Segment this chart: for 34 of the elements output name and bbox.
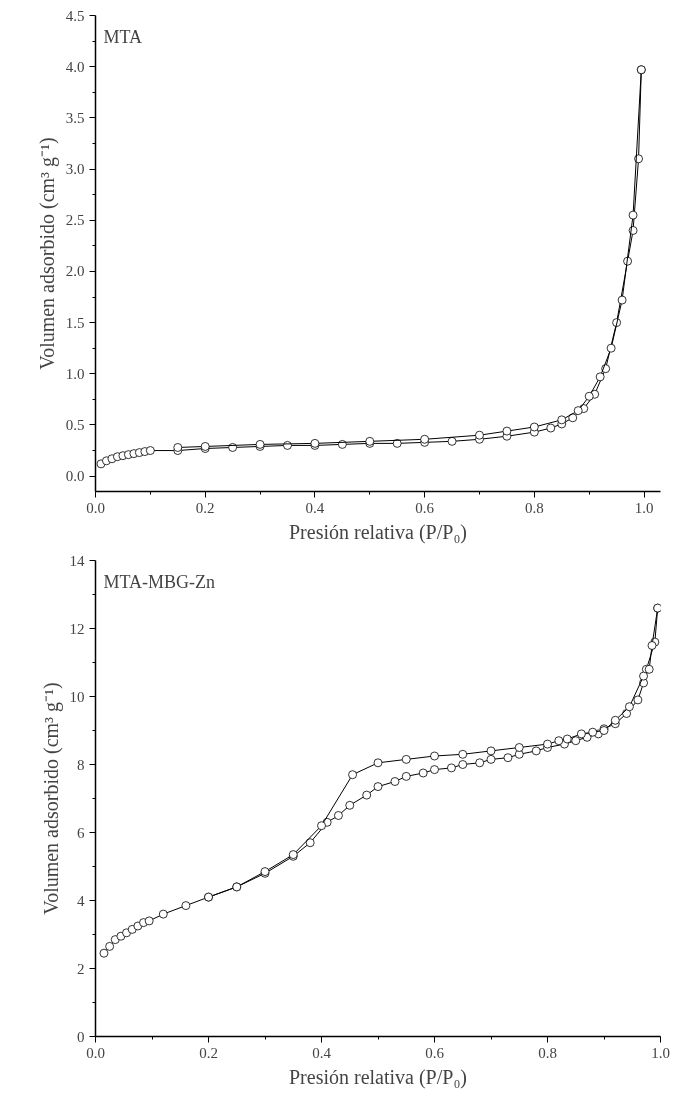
y-tick-label: 1.0 <box>65 365 85 382</box>
y-tick-label: 3.0 <box>65 161 85 178</box>
x-tick-label: 0.8 <box>538 1044 557 1061</box>
y-tick-label: 4.5 <box>65 7 85 24</box>
x-tick-label: 0.2 <box>195 499 215 516</box>
y-tick-label: 2.5 <box>65 212 85 229</box>
x-tick-label: 1.0 <box>651 1044 670 1061</box>
x-axis-title: Presión relativa (P/P₀) <box>288 520 468 544</box>
y-axis-title: Volumen adsorbido (cm³ g⁻¹) <box>39 682 63 915</box>
y-tick-label: 2 <box>77 960 85 977</box>
y-tick-label: 10 <box>69 688 85 705</box>
y-tick-label: 8 <box>77 756 85 773</box>
x-tick-label: 0.4 <box>312 1044 332 1061</box>
annotation: MTA <box>103 26 143 47</box>
y-axis-title: Volumen adsorbido (cm³ g⁻¹) <box>35 137 59 370</box>
x-axis-title: Presión relativa (P/P₀) <box>288 1065 468 1089</box>
x-tick-label: 1.0 <box>634 499 654 516</box>
y-tick-label: 1.5 <box>65 314 85 331</box>
annotation: MTA-MBG-Zn <box>103 571 216 592</box>
y-tick-label: 2.0 <box>65 263 85 280</box>
y-tick-label: 0.5 <box>65 416 85 433</box>
y-tick-label: 14 <box>69 552 85 569</box>
x-tick-label: 0.6 <box>425 1044 445 1061</box>
y-tick-label: 3.5 <box>65 109 85 126</box>
x-tick-label: 0.2 <box>199 1044 218 1061</box>
x-tick-label: 0.6 <box>415 499 435 516</box>
y-tick-label: 0.0 <box>65 468 85 485</box>
x-tick-label: 0.4 <box>305 499 325 516</box>
y-tick-label: 4 <box>77 892 85 909</box>
y-tick-label: 0 <box>77 1028 85 1045</box>
y-tick-label: 12 <box>69 620 85 637</box>
y-tick-label: 4.0 <box>65 58 85 75</box>
x-tick-label: 0.8 <box>524 499 544 516</box>
y-tick-label: 6 <box>77 824 85 841</box>
